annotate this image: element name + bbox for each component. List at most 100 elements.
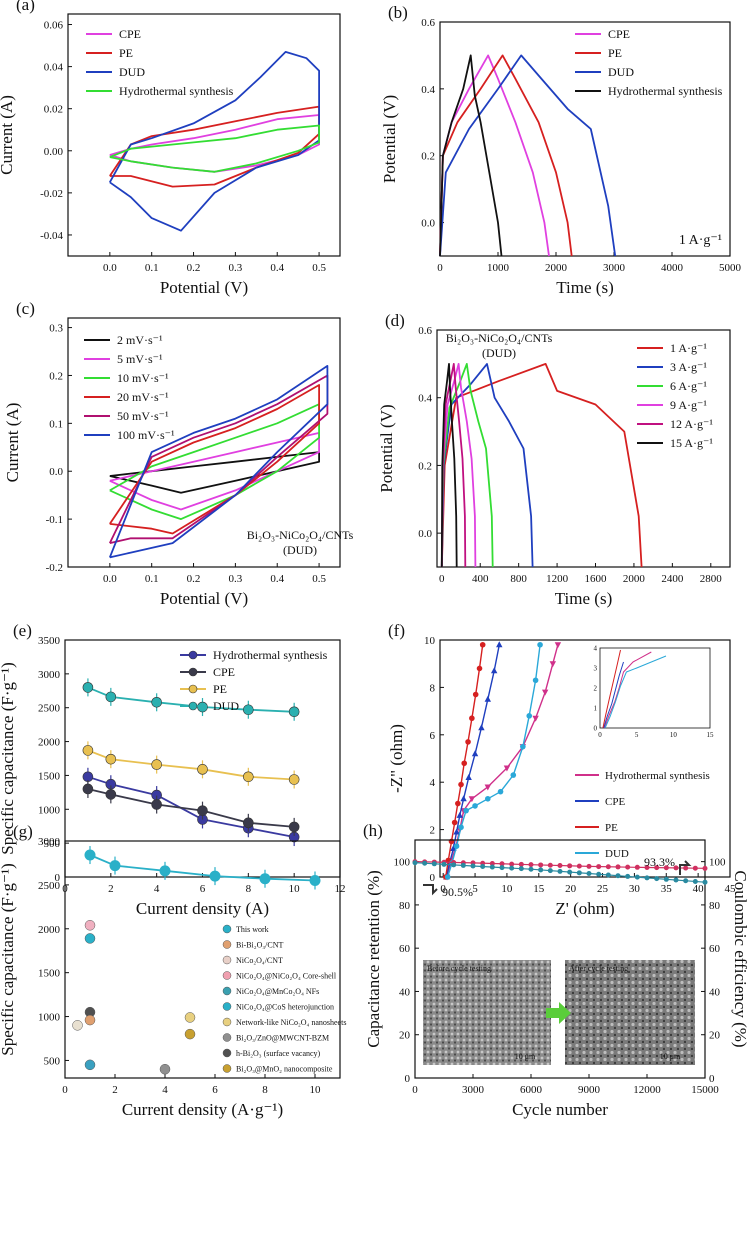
eis-curve (446, 644, 541, 878)
x-tick-label: 3000 (462, 1084, 485, 1096)
legend-label: 6 A·g⁻¹ (670, 379, 707, 393)
data-point (634, 864, 640, 870)
literature-point (84, 1014, 96, 1026)
y-axis-label: Potential (V) (380, 95, 399, 183)
panel-label: (b) (388, 3, 408, 22)
data-point (526, 713, 533, 719)
plot-frame (67, 317, 341, 568)
data-point (243, 771, 254, 783)
x-tick-label: 15000 (691, 1084, 719, 1096)
y-tick-label: 80 (399, 900, 411, 912)
gcd-curve (440, 362, 643, 568)
y-tick-label-right: 20 (709, 1030, 721, 1042)
x-tick-label: 2 (108, 883, 114, 895)
efficiency-annotation: 93.3% (644, 855, 675, 869)
x-tick-label: 9000 (578, 1084, 601, 1096)
data-point (478, 724, 485, 731)
x-tick-label: 0.2 (187, 262, 201, 274)
y-tick-label: -0.04 (40, 230, 63, 242)
panel-label: (e) (13, 621, 32, 640)
legend-label: Network-like NiCo₂O₄ nanosheets (236, 1018, 346, 1027)
plot-frame (414, 839, 706, 1079)
data-point (480, 864, 486, 870)
legend-label: Bi₂O₃@MnO₂ nanocomposite (236, 1065, 333, 1074)
data-point (458, 824, 464, 831)
data-point (615, 873, 621, 879)
data-point (422, 860, 428, 866)
x-tick-label: 8 (262, 1084, 268, 1096)
inset-curve (604, 655, 667, 729)
data-point (259, 873, 271, 885)
data-point (159, 865, 171, 877)
data-point (518, 861, 524, 867)
data-point (465, 773, 472, 780)
y-tick-label: 0.4 (421, 84, 435, 96)
data-point (528, 866, 534, 872)
x-axis-label: Time (s) (556, 278, 613, 297)
data-point (458, 781, 464, 788)
data-point (605, 864, 611, 870)
y-axis-label: Current (A) (0, 95, 16, 175)
data-point (596, 864, 602, 870)
data-point (197, 764, 208, 775)
data-point (586, 871, 592, 877)
y-tick-label: 0.04 (44, 62, 64, 74)
retention-annotation: 90.5% (442, 885, 473, 899)
gcd-curve (439, 54, 617, 257)
data-point (151, 696, 162, 708)
x-tick-label: 0.5 (312, 262, 326, 274)
legend-label: 20 mV·s⁻¹ (117, 390, 169, 404)
x-tick-label: 4 (154, 883, 160, 895)
y-tick-label: 0.1 (49, 418, 63, 430)
data-point (586, 863, 592, 869)
x-tick-label: 6 (212, 1084, 218, 1096)
x-tick-label: 10 (310, 1084, 322, 1096)
data-point (596, 871, 602, 877)
x-tick-label: 2800 (700, 573, 723, 585)
data-point (209, 870, 221, 882)
y-tick-label: 4 (430, 777, 436, 789)
data-point (549, 661, 557, 668)
data-point (461, 760, 468, 767)
legend-marker (222, 1017, 232, 1027)
data-point (197, 701, 208, 713)
gcd-curve (440, 362, 494, 568)
x-tick-label: 12000 (633, 1084, 661, 1096)
data-point (288, 774, 300, 785)
data-point (444, 874, 451, 880)
x-tick-label: 0.1 (145, 262, 159, 274)
panel-b: 0 1000 2000 3000 4000 5000 0.0 0.2 0.4 0.6 Time (s… (380, 3, 742, 297)
y-axis-label: Potential (V) (377, 404, 396, 492)
panel-label: (h) (363, 821, 383, 840)
y-tick-label: 1500 (38, 968, 61, 980)
x-tick-label: 0 (440, 883, 446, 895)
data-point (509, 861, 515, 867)
x-tick-label: 0 (439, 573, 445, 585)
data-point (634, 874, 640, 880)
data-point (468, 796, 476, 803)
sem-label: Before cycle testing (427, 964, 491, 973)
data-point (82, 783, 94, 795)
data-point (453, 828, 460, 835)
legend-marker (222, 940, 232, 949)
y-tick-label: 0.6 (421, 17, 435, 29)
data-point (692, 865, 698, 871)
x-tick-label: 25 (597, 883, 609, 895)
legend-label: Hydrothermal synthesis (608, 84, 723, 98)
y-tick-label: 1500 (38, 770, 61, 782)
data-point (243, 817, 254, 829)
data-point (456, 811, 463, 818)
legend-label: 2 mV·s⁻¹ (117, 333, 163, 347)
data-point (451, 819, 458, 826)
x-axis-label: Current density (A) (136, 899, 269, 918)
data-point (489, 861, 495, 867)
y-axis-label: Specific capacitance (F·g⁻¹) (0, 863, 17, 1055)
x-tick-label: 45 (725, 883, 737, 895)
data-point (625, 873, 631, 879)
material-annotation: Bi₂O₃-NiCo₂O₄/CNTs (446, 331, 553, 345)
literature-point (84, 920, 96, 931)
y-tick-label: 0.0 (49, 466, 63, 478)
gcd-curve (440, 362, 458, 568)
data-point (518, 866, 524, 872)
